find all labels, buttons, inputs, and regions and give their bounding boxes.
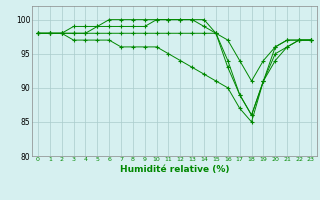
X-axis label: Humidité relative (%): Humidité relative (%) bbox=[120, 165, 229, 174]
